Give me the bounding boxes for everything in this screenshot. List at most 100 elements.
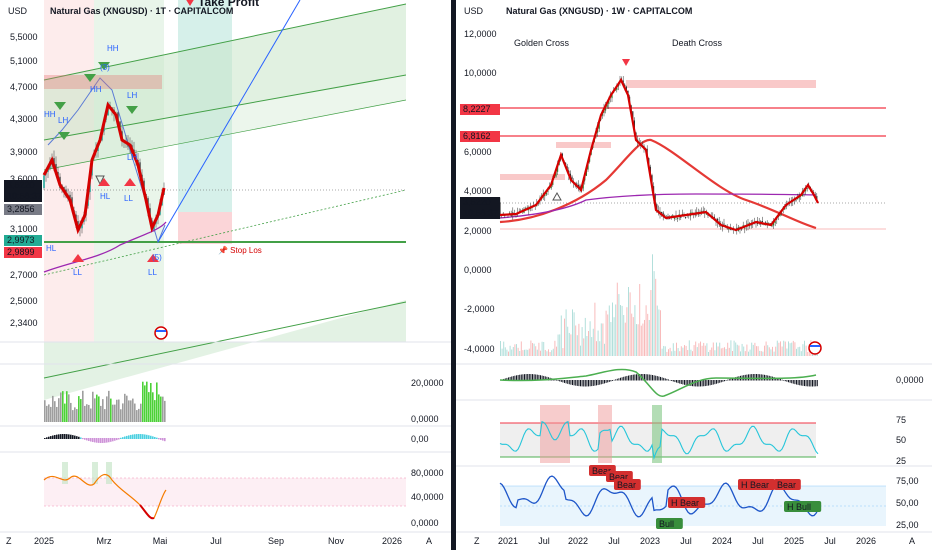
moving-average: [43, 221, 167, 273]
pattern-label-ll: LL: [124, 194, 133, 203]
macd-bar: [717, 380, 719, 384]
macd-bar: [554, 379, 556, 381]
right-time-tick[interactable]: Jul: [752, 536, 764, 546]
left-time-tick[interactable]: 2025: [34, 536, 54, 546]
volume-bar: [676, 342, 677, 356]
right-price-tick[interactable]: 2,0000: [464, 226, 492, 236]
candle-body: [774, 221, 776, 223]
zoom-a-button[interactable]: A: [426, 536, 432, 546]
zoom-z-button[interactable]: Z: [6, 536, 12, 546]
volume-bar: [530, 340, 532, 356]
left-time-tick[interactable]: Jul: [210, 536, 222, 546]
volume-bar: [767, 345, 769, 356]
macd-bar: [656, 376, 658, 381]
left-price-tick[interactable]: 2,3400: [10, 318, 38, 328]
left-price-tick[interactable]: 4,3000: [10, 114, 38, 124]
volume-bar: [757, 346, 759, 356]
left-time-tick[interactable]: Sep: [268, 536, 284, 546]
left-time-tick[interactable]: Mai: [153, 536, 168, 546]
volume-bar: [92, 391, 94, 422]
macd-bar: [506, 377, 508, 381]
right-time-tick[interactable]: 2023: [640, 536, 660, 546]
right-time-tick[interactable]: 2025: [784, 536, 804, 546]
macd-bar: [567, 380, 569, 384]
volume-bar: [94, 398, 96, 422]
macd-bar: [126, 435, 128, 439]
volume-bar: [677, 348, 679, 356]
macd-bar: [535, 374, 537, 381]
right-price-tick[interactable]: 6,0000: [464, 147, 492, 157]
macd-bar: [559, 380, 561, 382]
right-time-tick[interactable]: Jul: [608, 536, 620, 546]
volume-bar: [700, 341, 701, 356]
macd-bar: [810, 380, 812, 387]
right-price-axis[interactable]: 12,0000 10,0000 6,0000 4,0000 2,0000 0,0000 -2…: [464, 29, 497, 354]
volume-bar: [500, 341, 501, 356]
panel-divider[interactable]: [451, 0, 456, 550]
right-price-tick[interactable]: 4,0000: [464, 186, 492, 196]
right-price-tick[interactable]: 0,0000: [464, 265, 492, 275]
zoom-z-button-right[interactable]: Z: [474, 536, 480, 546]
left-chart-panel[interactable]: HH (3) HH LH HH LH LH HL LL HL LL LL (5)…: [0, 0, 451, 550]
macd-bar: [778, 378, 780, 381]
right-price-tick[interactable]: -4,0000: [464, 344, 495, 354]
macd-bar: [94, 438, 96, 443]
left-price-tick[interactable]: 4,7000: [10, 82, 38, 92]
macd-bar: [805, 380, 807, 387]
right-time-tick[interactable]: Jul: [538, 536, 550, 546]
left-price-tick[interactable]: 2,5000: [10, 296, 38, 306]
left-price-tick[interactable]: 3,6000: [10, 174, 38, 184]
volume-bar: [150, 382, 152, 422]
macd-bar: [680, 380, 682, 384]
right-time-tick[interactable]: 2021: [498, 536, 518, 546]
right-time-tick[interactable]: Jul: [680, 536, 692, 546]
candle-body: [53, 158, 55, 164]
volume-bar: [583, 338, 585, 356]
right-time-tick[interactable]: 2026: [856, 536, 876, 546]
volume-bar: [724, 347, 725, 356]
fast-moving-average: [499, 193, 817, 219]
right-time-tick[interactable]: Jul: [824, 536, 836, 546]
volume-bar: [600, 323, 602, 356]
volume-bar: [554, 340, 556, 356]
divergence-line: [499, 475, 819, 518]
macd-bar: [760, 374, 762, 381]
right-price-tick[interactable]: 12,0000: [464, 29, 497, 39]
volume-bar: [688, 340, 690, 356]
left-price-tick[interactable]: 3,9000: [10, 147, 38, 157]
right-chart-panel[interactable]: USD Natural Gas (XNGUSD) · 1W · CAPITALC…: [456, 0, 932, 550]
right-price-tick[interactable]: 10,0000: [464, 68, 497, 78]
macd-bar: [514, 375, 516, 381]
volume-bar: [671, 351, 673, 356]
macd-bar: [752, 374, 754, 381]
left-price-tick[interactable]: 3,1000: [10, 224, 38, 234]
left-time-tick[interactable]: 2026: [382, 536, 402, 546]
left-chart[interactable]: HH (3) HH LH HH LH LH HL LL HL LL LL (5)…: [0, 0, 451, 550]
right-chart[interactable]: USD Natural Gas (XNGUSD) · 1W · CAPITALC…: [456, 0, 932, 550]
volume-bar: [744, 351, 746, 356]
volume-bar: [623, 314, 625, 356]
pattern-label-hh2: HH: [107, 44, 119, 53]
zoom-a-button-right[interactable]: A: [909, 536, 915, 546]
left-time-axis[interactable]: 2025 Mrz Mai Jul Sep Nov 2026: [34, 536, 402, 546]
macd-bar: [116, 438, 118, 441]
left-price-tick[interactable]: 2,7000: [10, 270, 38, 280]
macd-bar: [66, 434, 68, 439]
left-price-tick[interactable]: 5,1000: [10, 56, 38, 66]
right-time-tick[interactable]: 2022: [568, 536, 588, 546]
volume-bar: [607, 314, 609, 356]
macd-bar: [666, 378, 668, 381]
macd-bar: [572, 380, 573, 386]
macd-bar: [114, 438, 116, 441]
pattern-label-wave5: (5): [152, 253, 162, 262]
macd-bar: [632, 374, 634, 381]
left-time-tick[interactable]: Nov: [328, 536, 345, 546]
left-time-tick[interactable]: Mrz: [97, 536, 112, 546]
volume-bar: [639, 284, 641, 356]
left-price-tick[interactable]: 5,5000: [10, 32, 38, 42]
right-time-axis[interactable]: 2021 Jul 2022 Jul 2023 Jul 2024 Jul 2025 Jul 2026: [498, 536, 876, 546]
right-time-tick[interactable]: 2024: [712, 536, 732, 546]
volume-bar: [616, 282, 618, 356]
right-price-tick[interactable]: -2,0000: [464, 304, 495, 314]
macd-bar: [759, 374, 761, 381]
